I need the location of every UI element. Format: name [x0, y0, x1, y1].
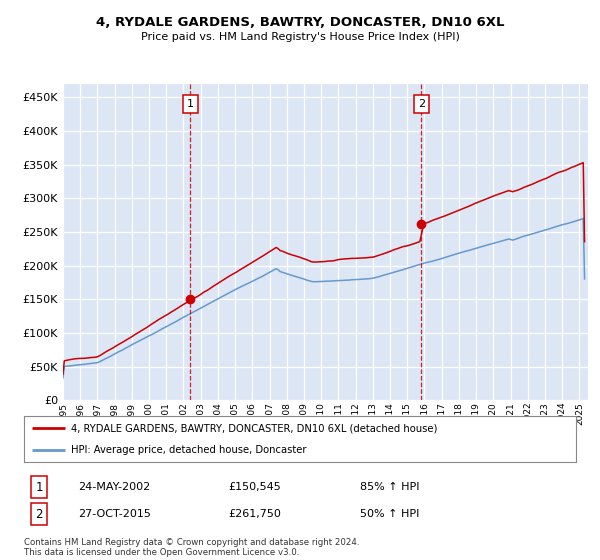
Text: Contains HM Land Registry data © Crown copyright and database right 2024.
This d: Contains HM Land Registry data © Crown c… — [24, 538, 359, 557]
Text: 1: 1 — [35, 480, 43, 494]
Text: Price paid vs. HM Land Registry's House Price Index (HPI): Price paid vs. HM Land Registry's House … — [140, 32, 460, 43]
Text: 85% ↑ HPI: 85% ↑ HPI — [360, 482, 419, 492]
Text: 2: 2 — [35, 507, 43, 521]
Text: 50% ↑ HPI: 50% ↑ HPI — [360, 509, 419, 519]
Text: HPI: Average price, detached house, Doncaster: HPI: Average price, detached house, Donc… — [71, 445, 307, 455]
Text: £261,750: £261,750 — [228, 509, 281, 519]
Text: 2: 2 — [418, 99, 425, 109]
Text: 24-MAY-2002: 24-MAY-2002 — [78, 482, 150, 492]
Text: 4, RYDALE GARDENS, BAWTRY, DONCASTER, DN10 6XL (detached house): 4, RYDALE GARDENS, BAWTRY, DONCASTER, DN… — [71, 423, 437, 433]
Text: 27-OCT-2015: 27-OCT-2015 — [78, 509, 151, 519]
Text: 4, RYDALE GARDENS, BAWTRY, DONCASTER, DN10 6XL: 4, RYDALE GARDENS, BAWTRY, DONCASTER, DN… — [96, 16, 504, 29]
Text: 1: 1 — [187, 99, 194, 109]
Text: £150,545: £150,545 — [228, 482, 281, 492]
